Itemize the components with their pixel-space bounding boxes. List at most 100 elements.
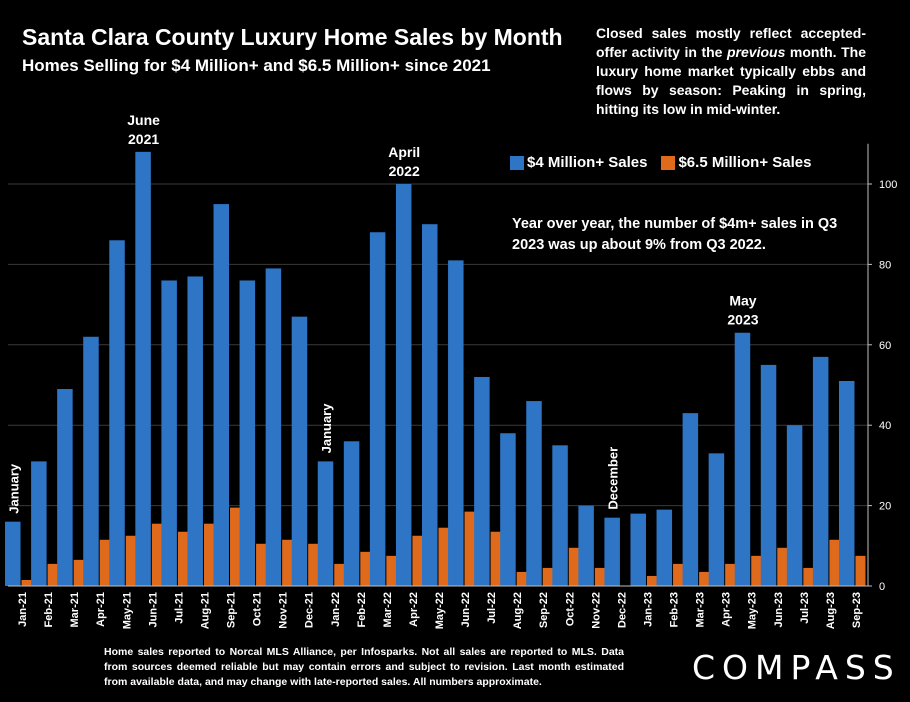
x-tick-label-Aug-21: Aug-21 (199, 592, 211, 629)
annotation-Apr-22-line-1: 2022 (389, 163, 420, 179)
chart-subtitle: Homes Selling for $4 Million+ and $6.5 M… (22, 56, 491, 75)
annotation-Apr-22-line-0: April (388, 144, 420, 160)
bar-6-5m-Jul-21 (177, 531, 188, 586)
bar-4m-Jul-21 (161, 280, 177, 586)
bar-6-5m-Apr-23 (725, 563, 736, 586)
bar-6-5m-Sep-23 (855, 555, 866, 586)
seasonality-note: Closed sales mostly reflect accepted-off… (596, 24, 866, 119)
bar-4m-Mar-21 (57, 389, 73, 586)
x-tick-label-Jul-22: Jul-22 (486, 592, 498, 624)
bar-6-5m-Jun-22 (464, 511, 475, 586)
annotation-Dec-22: December (606, 447, 621, 510)
bar-6-5m-Sep-21 (230, 507, 241, 586)
bar-6-5m-Jan-22 (334, 563, 345, 586)
bar-4m-Apr-21 (83, 336, 99, 586)
source-footnote: Home sales reported to Norcal MLS Allian… (104, 646, 624, 688)
bar-6-5m-Aug-22 (516, 571, 527, 586)
x-tick-label-Apr-23: Apr-23 (721, 592, 733, 627)
annotation-Jan-21: January (6, 463, 21, 514)
bar-4m-Apr-23 (708, 453, 725, 586)
bar-4m-Sep-23 (838, 380, 855, 586)
bar-6-5m-Nov-21 (282, 539, 293, 586)
bar-4m-Jan-23 (630, 513, 646, 586)
x-tick-label-Jun-21: Jun-21 (147, 592, 159, 627)
bar-4m-Oct-22 (552, 445, 568, 586)
annotation-May-23-line-1: 2023 (727, 312, 758, 328)
bar-6-5m-Feb-22 (360, 551, 371, 586)
bar-4m-Sep-21 (213, 204, 230, 586)
x-tick-label-Nov-21: Nov-21 (278, 592, 290, 629)
x-tick-label-Jan-23: Jan-23 (642, 592, 654, 627)
axes: 0 20 40 60 80 100 Jan-21 Feb-21 Mar-21 Apr-21 May-… (8, 143, 897, 629)
bars (5, 151, 866, 587)
bar-6-5m-Jul-23 (803, 567, 814, 586)
gridlines (8, 183, 868, 507)
bar-6-5m-Jul-22 (490, 531, 501, 586)
bar-6-5m-May-21 (125, 535, 136, 586)
x-tick-label-Jan-22: Jan-22 (330, 592, 342, 627)
x-tick-label-Aug-23: Aug-23 (825, 592, 837, 629)
note-text-before: Closed sales mostly reflect accepted-off… (596, 25, 866, 60)
bar-6-5m-Aug-23 (829, 539, 840, 586)
bar-4m-Apr-22 (395, 184, 412, 586)
legend-label-6-5m: $6.5 Million+ Sales (678, 154, 812, 171)
bar-6-5m-Feb-21 (47, 563, 58, 586)
note-emphasis: previous (727, 44, 786, 60)
bar-6-5m-Mar-22 (386, 555, 397, 586)
bar-6-5m-May-22 (438, 527, 449, 586)
legend-label-4m: $4 Million+ Sales (527, 154, 648, 171)
x-tick-label-Feb-22: Feb-22 (356, 592, 368, 627)
bar-4m-Feb-23 (656, 509, 673, 586)
bar-6-5m-Jan-21 (21, 579, 32, 586)
x-tick-label-Feb-23: Feb-23 (669, 592, 681, 627)
bar-4m-Jan-22 (317, 461, 334, 586)
x-tick-label-Mar-21: Mar-21 (69, 592, 81, 627)
x-tick-label-Dec-22: Dec-22 (616, 592, 628, 628)
legend-item-6-5m: $6.5 Million+ Sales (661, 154, 811, 171)
bar-4m-Jun-23 (760, 364, 777, 586)
legend: $4 Million+ Sales $6.5 Million+ Sales (510, 154, 825, 171)
y-tick-label-80: 80 (879, 259, 891, 271)
bar-4m-Jun-21 (135, 151, 151, 586)
y-tick-label-60: 60 (879, 340, 891, 352)
bar-6-5m-May-23 (751, 555, 762, 586)
bar-6-5m-Jun-21 (151, 523, 162, 586)
x-tick-label-Sep-23: Sep-23 (851, 592, 863, 628)
yoy-annotation: Year over year, the number of $4m+ sales… (512, 216, 838, 253)
bar-4m-May-23 (734, 332, 751, 586)
bar-4m-Nov-21 (265, 268, 282, 586)
bar-4m-Nov-22 (578, 505, 594, 586)
annotation-May-23-line-0: May (729, 293, 756, 309)
bar-4m-Mar-23 (682, 413, 699, 586)
bar-6-5m-Nov-22 (594, 567, 605, 586)
bar-4m-Sep-22 (526, 401, 542, 586)
bar-6-5m-Oct-22 (568, 547, 579, 586)
bar-4m-Feb-22 (343, 441, 360, 586)
annotation-Jun-21-line-0: June (127, 112, 160, 128)
bar-4m-Jul-23 (786, 425, 803, 586)
annotation-Jan-22: January (319, 403, 334, 454)
annotations: June 2021 April 2022 May 2023 January January De… (6, 112, 758, 514)
bar-6-5m-Dec-21 (308, 543, 319, 586)
y-tick-label-0: 0 (879, 581, 885, 593)
legend-item-4m: $4 Million+ Sales (510, 154, 647, 171)
x-tick-label-Apr-21: Apr-21 (95, 592, 107, 627)
x-tick-label-Feb-21: Feb-21 (43, 592, 55, 627)
bar-4m-Jun-22 (448, 260, 464, 586)
x-tick-label-Mar-22: Mar-22 (382, 592, 394, 627)
bar-4m-Aug-22 (500, 433, 516, 586)
bar-4m-Jul-22 (474, 376, 490, 586)
x-tick-label-Jan-21: Jan-21 (17, 592, 29, 627)
x-tick-label-Jun-22: Jun-22 (460, 592, 472, 627)
note-text-after: month. The luxury home market typically … (596, 44, 867, 117)
bar-6-5m-Mar-21 (73, 559, 84, 586)
bar-4m-Dec-21 (291, 316, 308, 586)
legend-swatch-4m (510, 155, 524, 170)
bar-4m-Aug-21 (187, 276, 203, 586)
bar-6-5m-Sep-22 (542, 567, 553, 586)
annotation-Jun-21-line-1: 2021 (128, 131, 159, 147)
bar-6-5m-Jun-23 (777, 547, 788, 586)
x-tick-label-May-22: May-22 (434, 592, 446, 629)
x-tick-label-May-21: May-21 (121, 592, 133, 629)
